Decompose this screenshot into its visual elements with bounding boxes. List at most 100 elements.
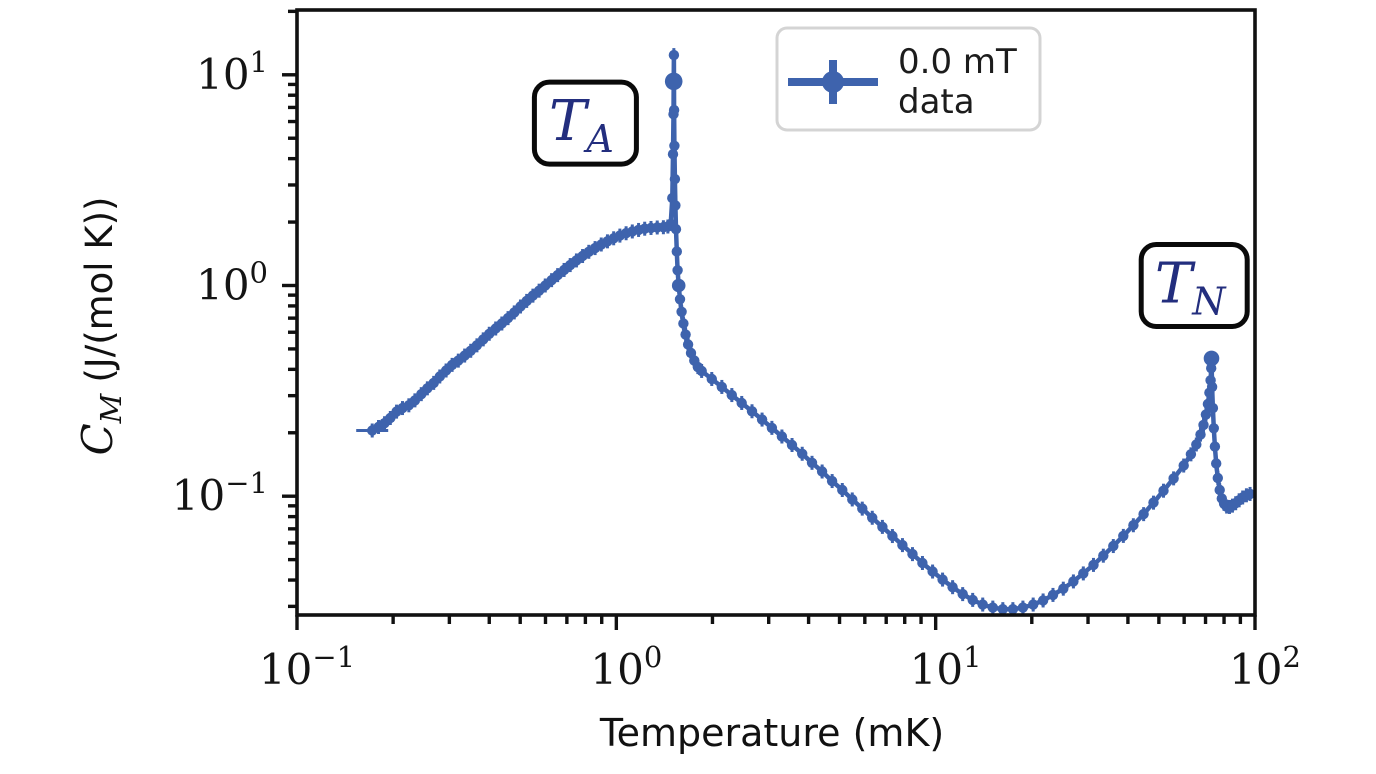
data-point-marker (1148, 497, 1159, 508)
y-axis-label-subscript: M (94, 392, 128, 424)
y-axis-label-units: (J/(mol K)) (78, 197, 121, 383)
data-point-marker (1195, 429, 1206, 440)
data-point-marker (786, 439, 798, 451)
data-point-marker (669, 140, 680, 151)
annotation-TA-box (531, 79, 639, 167)
data-point-marker (897, 539, 908, 551)
data-point-marker (1017, 602, 1029, 613)
data-point-marker (877, 521, 888, 533)
data-point-marker (674, 294, 686, 305)
data-point-marker (1200, 409, 1212, 420)
data-point-marker (671, 278, 686, 293)
data-point-marker (766, 422, 778, 434)
data-point-marker (667, 149, 679, 160)
data-point-marker (385, 412, 396, 424)
data-line (371, 52, 1251, 612)
data-point-marker (1208, 423, 1220, 434)
tick-label-10^1: 101 (910, 640, 982, 694)
data-point-marker (668, 104, 680, 116)
data-point-marker (1206, 381, 1218, 393)
data-point-marker (997, 604, 1008, 615)
data-point-marker (857, 503, 868, 514)
data-point-marker (1007, 604, 1019, 615)
data-point-marker (927, 566, 938, 577)
y-axis-label: CM (J/(mol K)) (73, 197, 128, 456)
axis-ticks (282, 9, 1257, 630)
annotation-TN: TN (1138, 242, 1250, 329)
data-point-marker (746, 406, 758, 417)
data-point-marker (696, 365, 707, 377)
data-point-marker (1211, 458, 1222, 469)
data-point-marker (797, 448, 808, 459)
data-point-marker (867, 512, 878, 523)
data-point-marker (917, 557, 928, 569)
data-point-marker (776, 431, 788, 442)
data-point-marker (756, 414, 768, 425)
data-point-marker (987, 602, 998, 613)
data-point-marker (1191, 439, 1202, 450)
data-point-marker (670, 224, 682, 235)
tick-label-10^2: 102 (1229, 640, 1301, 694)
data-point-marker (1212, 472, 1224, 484)
data-point-marker (664, 72, 683, 91)
data-point-marker (672, 265, 683, 276)
tick-label-10^−1: 10−1 (172, 466, 268, 520)
data-point-marker (1207, 402, 1219, 414)
data-point-marker (1078, 568, 1089, 579)
data-point-marker (826, 475, 838, 487)
data-point-marker (1185, 449, 1197, 460)
data-point-marker (676, 306, 687, 317)
data-point-marker (671, 246, 682, 257)
tick-label-10^0: 100 (590, 640, 662, 694)
data-point-marker (1138, 508, 1149, 520)
annotation-TA: TA (531, 79, 639, 167)
data-point-marker (670, 200, 681, 211)
annotation-TN-label: TN (1155, 252, 1227, 324)
data-point-marker (1037, 595, 1049, 606)
tick-label-10^−1: 10−1 (259, 640, 355, 694)
tick-label-10^0: 100 (196, 255, 268, 309)
data-point-marker (1088, 559, 1099, 571)
data-point-marker (957, 588, 968, 600)
data-point-marker (837, 484, 848, 496)
data-point-marker (716, 381, 727, 393)
legend-box (775, 26, 1042, 132)
data-point-marker (937, 574, 948, 585)
legend: 0.0 mT data (775, 26, 1042, 132)
tick-label-10^1: 101 (196, 45, 268, 99)
data-point-marker (1028, 599, 1039, 610)
data-point-marker (1058, 583, 1069, 594)
data-point-marker (907, 548, 918, 560)
annotation-TA-label: TA (549, 89, 614, 161)
legend-label-line1: 0.0 mT (898, 42, 1017, 82)
data-point-marker (1203, 350, 1220, 367)
legend-errorbar-marker-icon (788, 60, 878, 104)
data-point-marker (669, 173, 681, 185)
data-point-marker (1168, 473, 1179, 484)
data-point-marker (1098, 550, 1109, 561)
x-axis-label: Temperature (mK) (599, 711, 944, 755)
data-point-marker (887, 530, 898, 542)
data-point-marker (680, 329, 691, 340)
data-point-marker (1118, 530, 1129, 542)
data-point-marker (736, 397, 747, 409)
data-series-0.0mT (356, 48, 1256, 617)
data-point-marker (947, 582, 958, 593)
y-axis-label-symbol: C (73, 423, 122, 455)
data-point-marker (977, 599, 988, 610)
annotation-TN-box (1138, 242, 1250, 329)
plot-area-border (295, 8, 1257, 617)
data-point-marker (806, 457, 818, 468)
data-point-marker (668, 49, 680, 61)
data-point-marker (682, 339, 694, 350)
data-point-marker (1108, 540, 1119, 552)
data-point-marker (726, 389, 737, 401)
data-point-marker (1178, 460, 1189, 471)
data-point-marker (1158, 485, 1169, 496)
data-point-marker (1244, 488, 1256, 500)
data-point-marker (678, 318, 689, 329)
data-point-marker (816, 466, 828, 477)
data-point-marker (1198, 419, 1209, 431)
legend-label-line2: data (898, 82, 975, 122)
